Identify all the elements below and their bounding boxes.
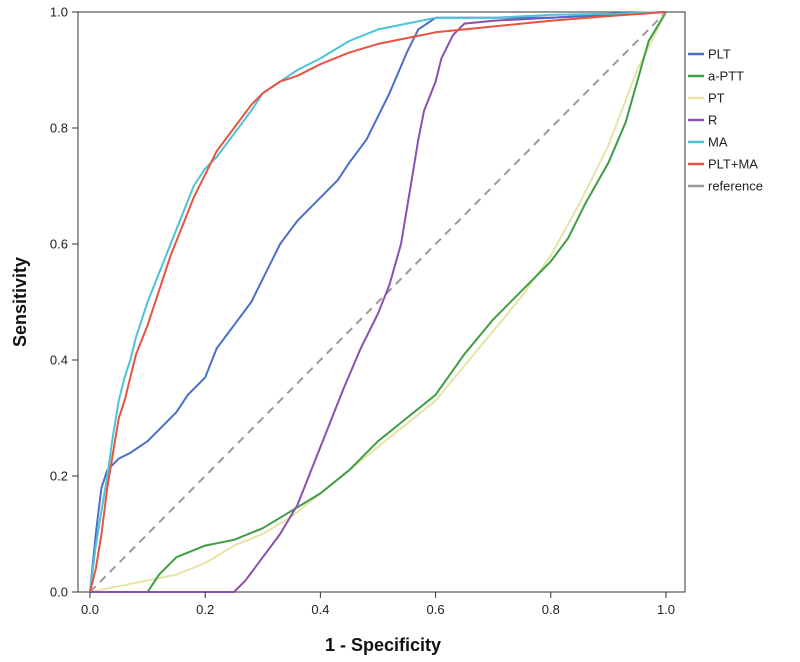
plot-frame xyxy=(77,11,686,593)
series-line-a-ptt xyxy=(90,11,667,593)
y-tick-label: 1.0 xyxy=(50,5,68,20)
x-tick-label: 0.0 xyxy=(81,602,99,617)
series-line-r xyxy=(90,11,667,593)
y-tick-label: 0.8 xyxy=(50,121,68,136)
series-layer xyxy=(89,11,667,593)
x-axis-ticks: 0.0 0.2 0.4 0.6 0.8 1.0 xyxy=(81,592,675,617)
series-line-pt xyxy=(89,11,667,593)
legend-label: PLT+MA xyxy=(708,157,758,172)
x-tick-label: 0.6 xyxy=(427,602,445,617)
series-line-reference xyxy=(89,11,667,593)
legend-label: MA xyxy=(708,135,728,150)
legend-label: PLT xyxy=(708,47,731,62)
y-axis-title: Sensitivity xyxy=(10,257,30,347)
legend-label: reference xyxy=(708,179,763,194)
legend: PLT a-PTT PT R MA PLT+MA reference xyxy=(688,47,763,194)
legend-label: R xyxy=(708,113,717,128)
legend-label: PT xyxy=(708,91,725,106)
x-axis-title: 1 - Specificity xyxy=(325,635,441,655)
legend-label: a-PTT xyxy=(708,69,744,84)
x-tick-label: 0.2 xyxy=(196,602,214,617)
series-line-plt-ma xyxy=(89,11,667,593)
y-tick-label: 0.0 xyxy=(50,585,68,600)
x-tick-label: 0.8 xyxy=(542,602,560,617)
y-tick-label: 0.4 xyxy=(50,353,68,368)
y-tick-label: 0.2 xyxy=(50,469,68,484)
x-tick-label: 1.0 xyxy=(657,602,675,617)
y-axis-ticks: 0.0 0.2 0.4 0.6 0.8 1.0 xyxy=(50,5,78,600)
y-tick-label: 0.6 xyxy=(50,237,68,252)
x-tick-label: 0.4 xyxy=(311,602,329,617)
